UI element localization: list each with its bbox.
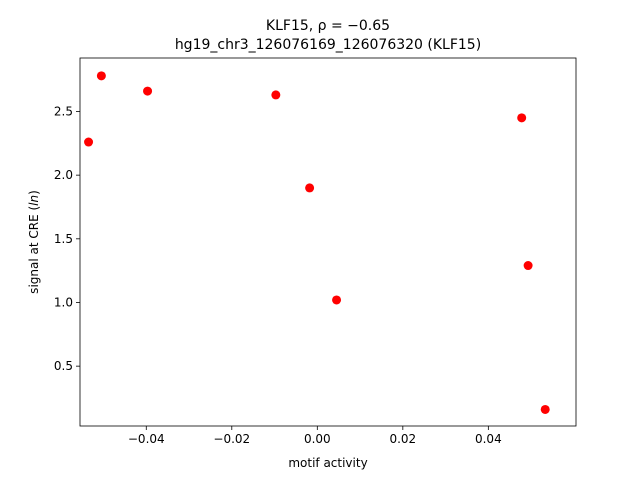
chart-title-line2: hg19_chr3_126076169_126076320 (KLF15) xyxy=(175,37,481,53)
x-tick-label: 0.00 xyxy=(304,432,331,446)
y-tick-label: 0.5 xyxy=(54,359,73,373)
data-point xyxy=(332,295,342,305)
y-tick-label: 1.5 xyxy=(54,232,73,246)
chart-title-line1: KLF15, ρ = −0.65 xyxy=(266,18,390,34)
data-point xyxy=(305,183,315,193)
y-axis-label: signal at CRE (ln) xyxy=(27,190,41,294)
data-point xyxy=(84,137,94,147)
x-tick-label: 0.02 xyxy=(389,432,416,446)
data-points xyxy=(84,71,550,414)
axes: −0.04 −0.02 0.00 0.02 0.04 0.5 1.0 1.5 2.0 2.5 xyxy=(54,57,577,446)
x-axis-label: motif activity xyxy=(288,456,367,470)
data-point xyxy=(96,71,106,81)
x-tick-label: −0.04 xyxy=(128,432,165,446)
data-point xyxy=(540,404,550,414)
data-point xyxy=(523,261,533,271)
y-tick-label: 2.0 xyxy=(54,168,73,182)
data-point xyxy=(143,86,153,96)
x-tick-label: −0.02 xyxy=(213,432,250,446)
data-point xyxy=(271,90,281,100)
x-tick-label: 0.04 xyxy=(475,432,502,446)
y-tick-label: 2.5 xyxy=(54,104,73,118)
y-tick-label: 1.0 xyxy=(54,295,73,309)
data-point xyxy=(517,113,527,123)
plot-frame xyxy=(79,57,577,427)
